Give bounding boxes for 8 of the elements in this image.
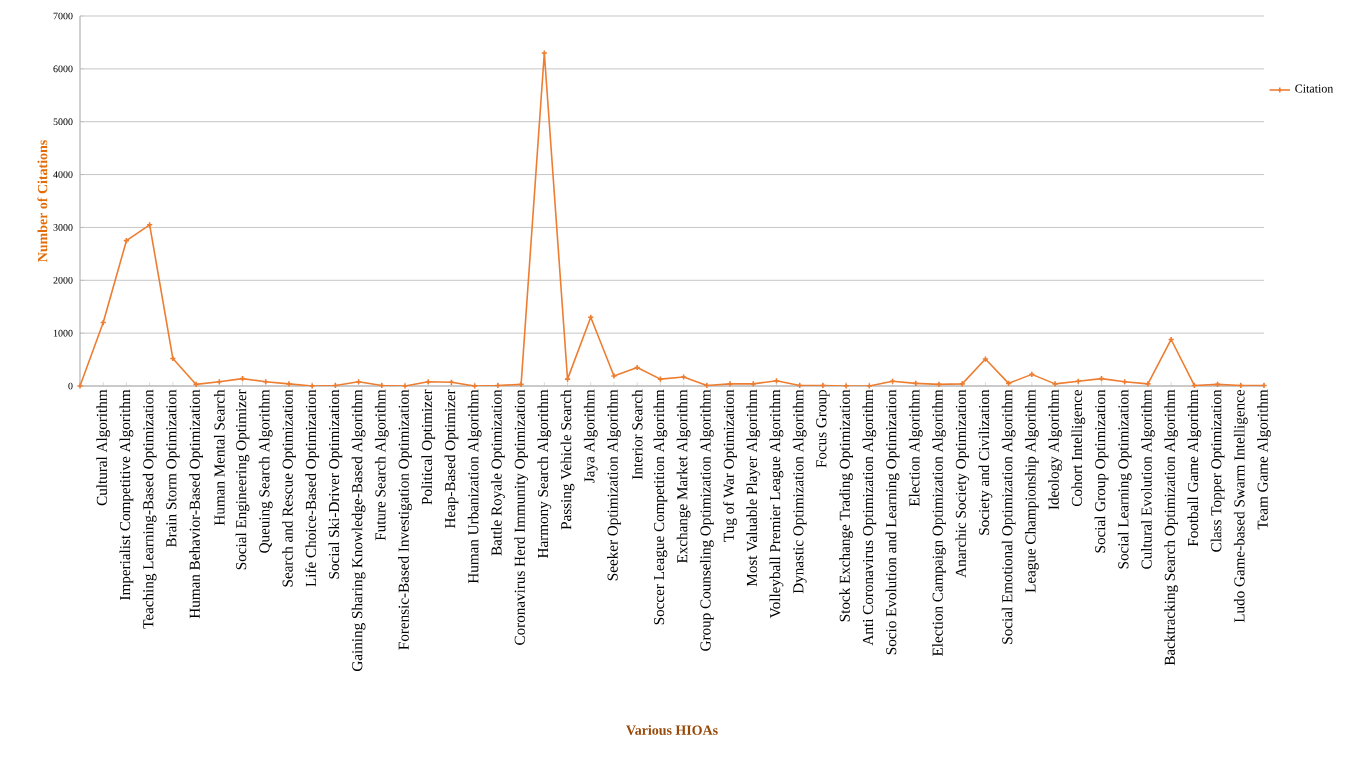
point	[726, 380, 734, 388]
point	[262, 378, 270, 386]
point	[1121, 378, 1129, 386]
point	[215, 378, 223, 386]
point	[958, 380, 966, 388]
point	[1074, 377, 1082, 385]
point	[424, 378, 432, 386]
point	[749, 380, 757, 388]
